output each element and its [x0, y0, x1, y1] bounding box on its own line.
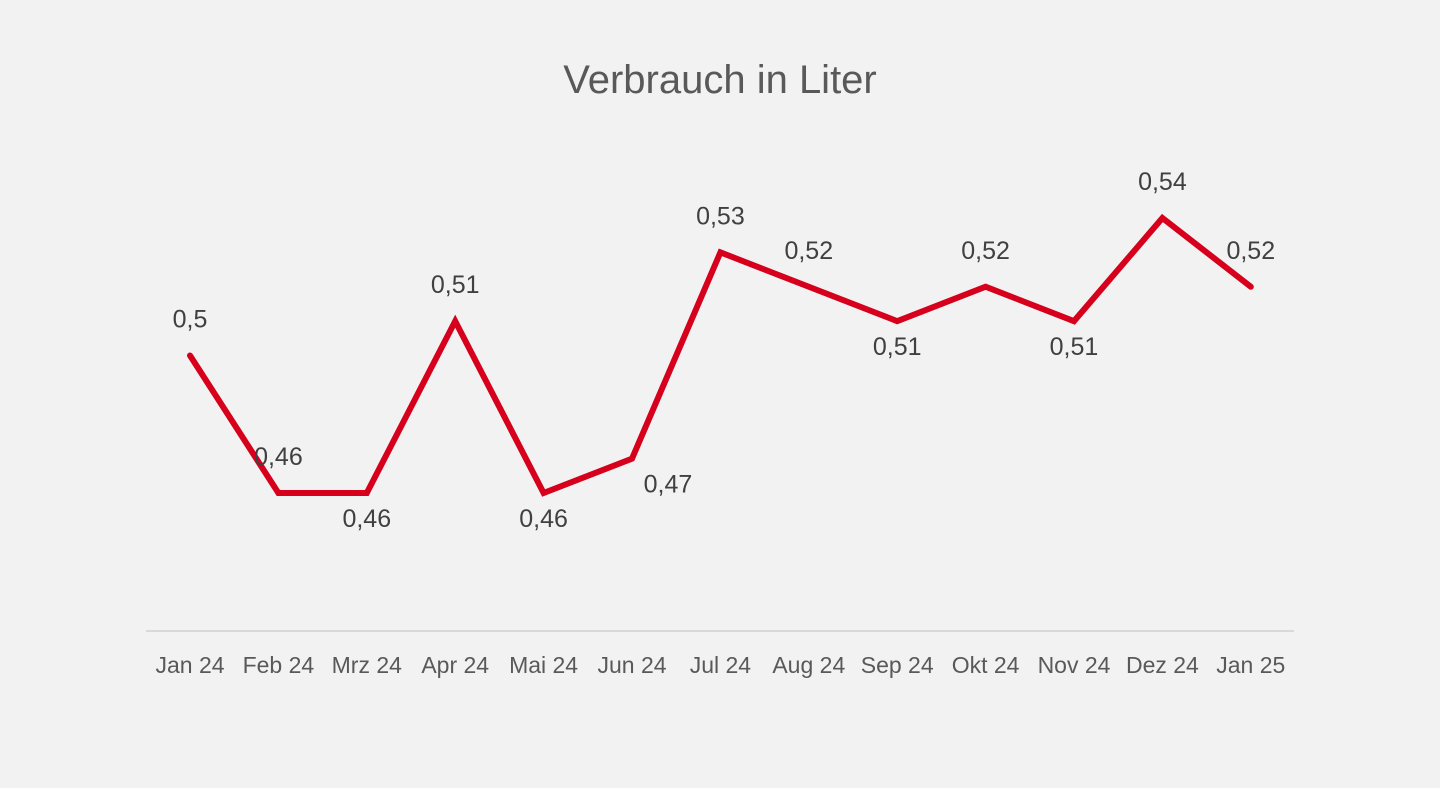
data-label: 0,47: [644, 471, 693, 499]
data-label: 0,52: [1226, 237, 1275, 265]
x-tick-label: Jan 24: [155, 652, 224, 678]
x-tick-label: Mai 24: [509, 652, 578, 678]
x-tick-label: Aug 24: [772, 652, 845, 678]
data-label: 0,5: [173, 306, 208, 334]
data-label: 0,51: [873, 333, 922, 361]
x-tick-label: Jun 24: [597, 652, 666, 678]
x-tick-label: Mrz 24: [332, 652, 403, 678]
data-label: 0,52: [784, 237, 833, 265]
data-label: 0,51: [1050, 333, 1099, 361]
data-label: 0,46: [342, 505, 391, 533]
data-label: 0,52: [961, 237, 1010, 265]
data-label: 0,46: [519, 505, 568, 533]
x-tick-label: Apr 24: [421, 652, 489, 678]
data-label: 0,53: [696, 202, 745, 230]
x-tick-label: Feb 24: [243, 652, 315, 678]
data-label: 0,51: [431, 271, 480, 299]
x-tick-label: Jul 24: [690, 652, 752, 678]
data-label: 0,54: [1138, 168, 1187, 196]
x-tick-label: Nov 24: [1038, 652, 1111, 678]
x-tick-label: Dez 24: [1126, 652, 1199, 678]
x-tick-label: Okt 24: [952, 652, 1020, 678]
chart-title: Verbrauch in Liter: [563, 58, 877, 102]
x-tick-label: Sep 24: [861, 652, 934, 678]
series-line: [187, 213, 1254, 497]
data-label: 0,46: [254, 443, 303, 471]
x-tick-label: Jan 25: [1216, 652, 1285, 678]
